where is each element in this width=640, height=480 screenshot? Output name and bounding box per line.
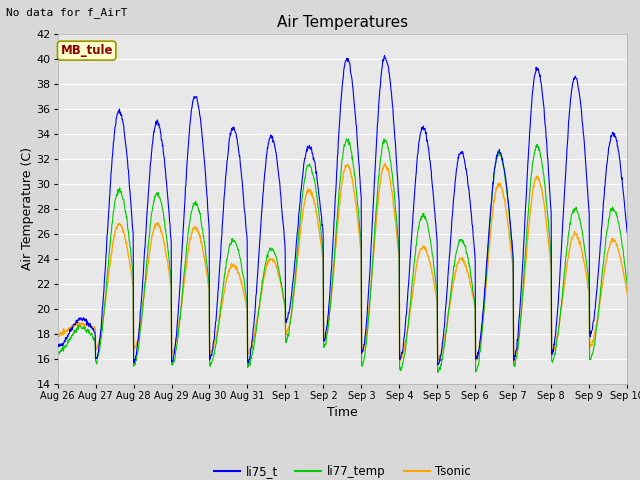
Y-axis label: Air Temperature (C): Air Temperature (C) — [20, 147, 34, 270]
Legend: li75_t, li77_temp, Tsonic: li75_t, li77_temp, Tsonic — [209, 461, 476, 480]
Title: Air Temperatures: Air Temperatures — [277, 15, 408, 30]
Text: MB_tule: MB_tule — [60, 44, 113, 57]
Text: No data for f_AirT: No data for f_AirT — [6, 7, 128, 18]
X-axis label: Time: Time — [327, 407, 358, 420]
